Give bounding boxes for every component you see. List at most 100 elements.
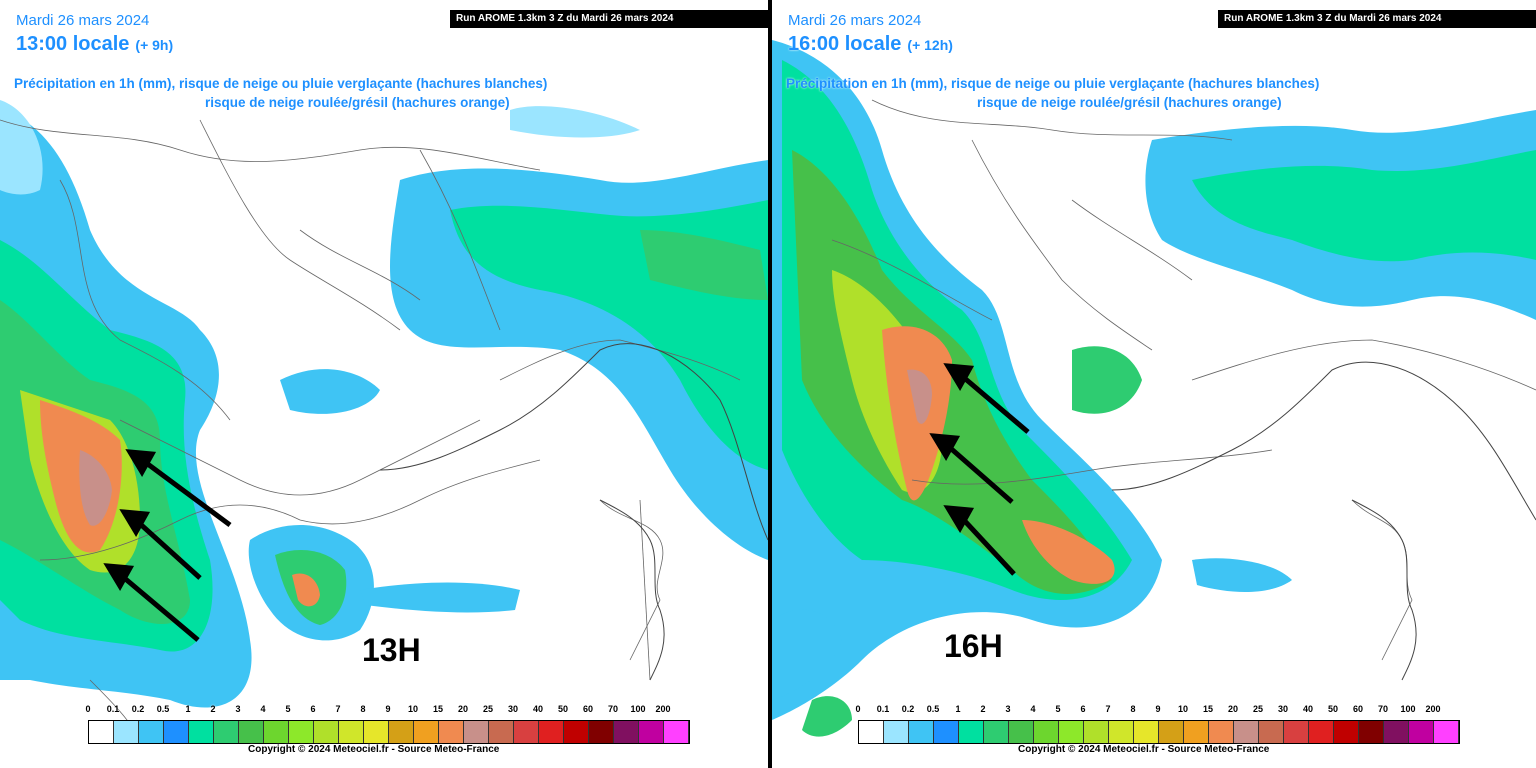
annotation-arrows <box>929 363 1030 576</box>
map-time-offset: (+ 12h) <box>907 37 953 53</box>
legend-values: 0 0.1 0.2 0.5 1 2 3 4 5 6 7 8 9 10 15 20 25 30 40 50 60 70 100… <box>854 704 1474 716</box>
legend-color-cell <box>439 721 464 743</box>
legend-value: 2 <box>980 704 986 714</box>
legend-color-cell <box>1384 721 1409 743</box>
map-date: Mardi 26 mars 2024 <box>16 12 150 29</box>
time-annotation-label: 16H <box>944 628 1003 664</box>
legend-color-cell <box>1159 721 1184 743</box>
legend-value: 5 <box>285 704 291 714</box>
legend-value: 0.1 <box>106 704 120 714</box>
legend-value: 0.1 <box>876 704 890 714</box>
legend-value: 0.5 <box>926 704 940 714</box>
border-lines <box>0 119 741 741</box>
coastline <box>1111 361 1536 681</box>
legend-color-cell <box>539 721 564 743</box>
arrow-2 <box>946 444 1014 504</box>
arrow-1 <box>960 374 1030 434</box>
legend-value: 20 <box>457 704 469 714</box>
legend-color-bar <box>858 720 1460 744</box>
legend-color-cell <box>614 721 639 743</box>
legend-color-cell <box>1259 721 1284 743</box>
legend-value: 0.2 <box>901 704 915 714</box>
legend-value: 8 <box>1130 704 1136 714</box>
legend-value: 7 <box>335 704 341 714</box>
legend-color-cell <box>164 721 189 743</box>
legend-value: 10 <box>1177 704 1189 714</box>
arrow-2 <box>136 520 202 580</box>
precipitation-field <box>0 100 768 708</box>
legend-value: 0 <box>85 704 91 714</box>
map-description-line2: risque de neige roulée/grésil (hachures … <box>977 95 1282 110</box>
legend-value: 7 <box>1105 704 1111 714</box>
legend-value: 8 <box>360 704 366 714</box>
arrow-1-head <box>943 363 975 391</box>
map-panel-13h: Mardi 26 mars 2024 13:00 locale (+ 9h) Ru… <box>0 10 768 755</box>
legend-color-cell <box>89 721 114 743</box>
legend-color-cell <box>1034 721 1059 743</box>
legend-value: 70 <box>607 704 619 714</box>
model-run-label: Run AROME 1.3km 3 Z du Mardi 26 mars 202… <box>450 10 768 28</box>
map-time-value: 13:00 locale <box>16 33 130 55</box>
legend-color-cell <box>984 721 1009 743</box>
legend-color-cell <box>389 721 414 743</box>
legend-color-cell <box>339 721 364 743</box>
legend-value: 40 <box>532 704 544 714</box>
legend-value: 2 <box>210 704 216 714</box>
legend-value: 0.2 <box>131 704 145 714</box>
legend-value: 60 <box>582 704 594 714</box>
model-run-label: Run AROME 1.3km 3 Z du Mardi 26 mars 202… <box>1218 10 1536 28</box>
legend-color-cell <box>364 721 389 743</box>
legend-values: 0 0.1 0.2 0.5 1 2 3 4 5 6 7 8 9 10 15 20 25 30 40 50 60 70 100… <box>84 704 704 716</box>
legend-value: 0.5 <box>156 704 170 714</box>
legend-value: 4 <box>1030 704 1036 714</box>
legend-value: 70 <box>1377 704 1389 714</box>
legend-value: 60 <box>1352 704 1364 714</box>
legend-color-cell <box>464 721 489 743</box>
annotation-arrows <box>103 449 232 642</box>
legend-color-cell <box>489 721 514 743</box>
copyright-text: Copyright © 2024 Meteociel.fr - Source M… <box>1018 744 1270 755</box>
legend-value: 15 <box>1202 704 1214 714</box>
legend-color-cell <box>1234 721 1259 743</box>
map-date: Mardi 26 mars 2024 <box>788 12 922 29</box>
legend-color-cell <box>1284 721 1309 743</box>
time-annotation-label: 13H <box>362 632 421 668</box>
legend-color-cell <box>934 721 959 743</box>
legend-value: 1 <box>955 704 961 714</box>
legend-color-cell <box>1084 721 1109 743</box>
legend-color-cell <box>1409 721 1434 743</box>
legend-value: 5 <box>1055 704 1061 714</box>
legend-value: 0 <box>855 704 861 714</box>
map-time-offset: (+ 9h) <box>135 37 174 53</box>
map-description-line1: Précipitation en 1h (mm), risque de neig… <box>786 76 1320 91</box>
copyright-text: Copyright © 2024 Meteociel.fr - Source M… <box>248 744 500 755</box>
legend-value: 3 <box>1005 704 1011 714</box>
arrow-1-head <box>125 449 157 477</box>
precipitation-field <box>772 40 1536 737</box>
legend-color-cell <box>1434 721 1459 743</box>
legend-value: 40 <box>1302 704 1314 714</box>
legend-value: 6 <box>1080 704 1086 714</box>
map-time-value: 16:00 locale <box>788 33 902 55</box>
legend-color-cell <box>1059 721 1084 743</box>
legend-color-cell <box>114 721 139 743</box>
legend-value: 50 <box>557 704 569 714</box>
legend-value: 1 <box>185 704 191 714</box>
border-lines <box>831 99 1536 661</box>
legend-color-cell <box>639 721 664 743</box>
map-panel-16h: Mardi 26 mars 2024 16:00 locale (+ 12h) R… <box>772 0 1536 768</box>
precipitation-map-16h <box>772 40 1536 737</box>
legend-color-cell <box>959 721 984 743</box>
legend-value: 100 <box>630 704 646 714</box>
legend-value: 200 <box>1425 704 1441 714</box>
legend-value: 6 <box>310 704 316 714</box>
arrow-3-head <box>103 563 135 591</box>
arrow-3 <box>960 516 1016 576</box>
arrow-3 <box>120 574 200 642</box>
map-time: 13:00 locale (+ 9h) <box>16 33 173 56</box>
map-description-line1: Précipitation en 1h (mm), risque de neig… <box>14 76 548 91</box>
legend-value: 10 <box>407 704 419 714</box>
legend-color-cell <box>239 721 264 743</box>
legend-color-cell <box>289 721 314 743</box>
legend-color-cell <box>664 721 689 743</box>
